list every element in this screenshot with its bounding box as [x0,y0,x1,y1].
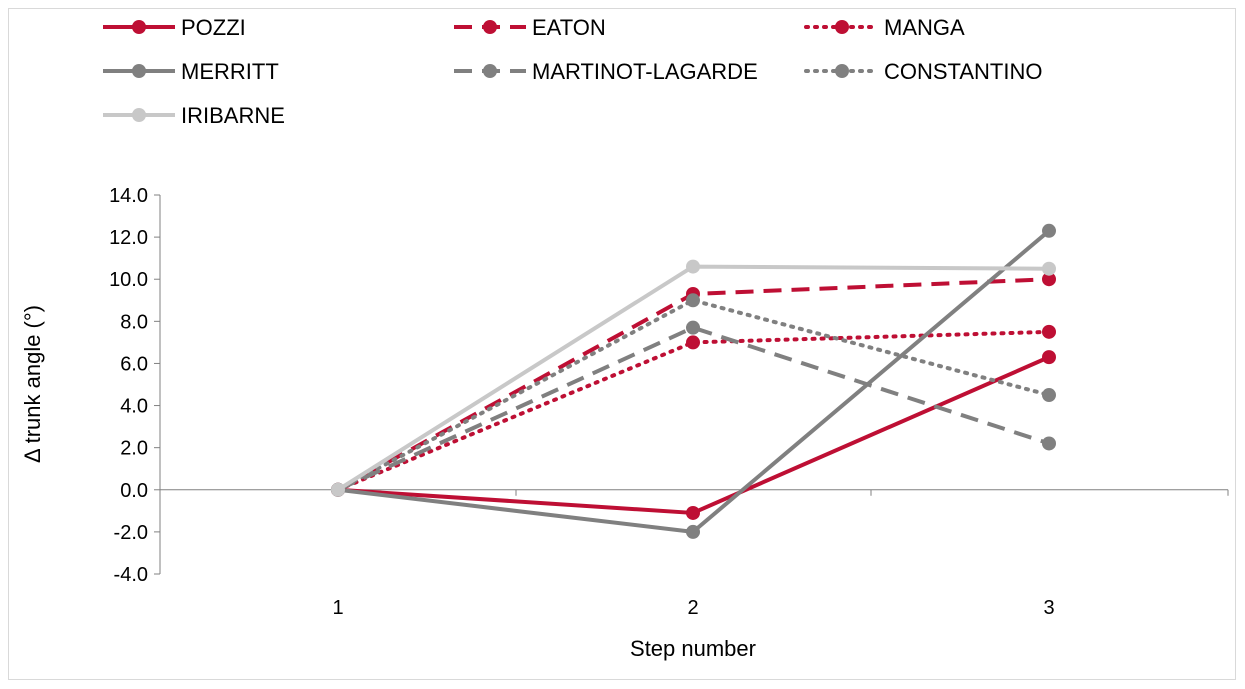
data-point [1042,388,1056,403]
data-point [331,482,345,497]
data-point [686,335,700,350]
series-line [337,277,1050,492]
x-tick-label: 3 [1043,597,1054,619]
data-point [1042,261,1056,276]
y-tick-label: 2.0 [120,438,148,460]
legend-label: MANGA [884,15,965,40]
data-point [1042,272,1056,287]
y-tick-label: 12.0 [109,227,148,249]
chart-frame: POZZI EATON MANGA MERRITT MARTINOT-LAGARDE CO… [8,8,1236,680]
legend-item: EATON [454,15,606,40]
legend-marker [835,20,849,34]
y-axis: -4.0 -2.0 0.0 2.0 4.0 6.0 8.0 10.0 12.0 14.0 [109,185,161,586]
data-point [1042,350,1056,365]
series-line [337,325,1050,492]
legend-label: EATON [532,15,606,40]
series-line [336,298,1051,492]
x-axis-title: Step number [630,636,756,661]
data-point [1042,223,1056,238]
y-tick-label: 14.0 [109,185,148,207]
legend-marker [132,108,146,122]
data-point [1042,436,1056,451]
legend-label: POZZI [181,15,246,40]
data-point [686,259,700,274]
legend-item: MANGA [804,15,965,40]
data-point [686,505,700,520]
y-tick-label: 8.0 [120,311,148,333]
legend-marker [483,20,497,34]
legend-label: IRIBARNE [181,103,285,128]
y-tick-label: -2.0 [114,522,148,544]
legend-item: IRIBARNE [103,103,285,128]
legend-marker [132,20,146,34]
legend-item: CONSTANTINO [804,59,1042,84]
legend-item: MERRITT [103,59,279,84]
y-tick-label: 0.0 [120,480,148,502]
legend-marker [483,64,497,78]
legend-label: MARTINOT-LAGARDE [532,59,758,84]
legend-label: CONSTANTINO [884,59,1042,84]
series-line [337,229,1051,534]
data-point [686,320,700,335]
series-layer [331,223,1056,539]
series-line [336,329,1051,492]
legend-item: POZZI [103,15,246,40]
x-tick-label: 2 [687,597,698,619]
y-tick-label: 6.0 [120,353,148,375]
line-chart: POZZI EATON MANGA MERRITT MARTINOT-LAGARDE CO… [20,15,1229,661]
legend-marker [835,64,849,78]
y-tick-label: -4.0 [114,564,148,586]
y-tick-label: 10.0 [109,269,148,291]
series-iribarne [331,259,1056,497]
x-tick-label: 1 [332,597,343,619]
data-point [1042,324,1056,339]
legend-item: MARTINOT-LAGARDE [454,59,758,84]
y-axis-title: Δ trunk angle (°) [20,305,45,463]
data-point [686,293,700,308]
y-tick-label: 4.0 [120,396,148,418]
legend: POZZI EATON MANGA MERRITT MARTINOT-LAGARDE CO… [103,15,1042,128]
legend-label: MERRITT [181,59,279,84]
data-point [686,524,700,539]
legend-marker [132,64,146,78]
